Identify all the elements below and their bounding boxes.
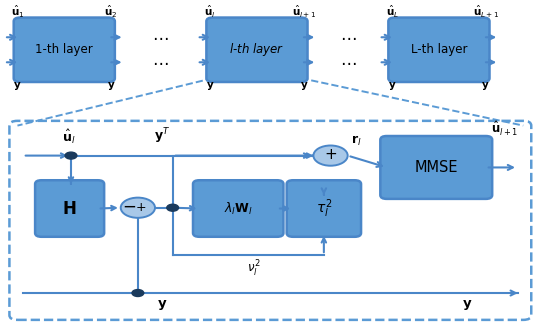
Circle shape	[167, 204, 179, 211]
Text: $\mathbf{y}$: $\mathbf{y}$	[388, 80, 397, 92]
Text: $\hat{\mathbf{u}}_1$: $\hat{\mathbf{u}}_1$	[11, 4, 24, 20]
FancyBboxPatch shape	[193, 180, 284, 237]
Text: $+$: $+$	[136, 201, 147, 214]
Text: $\hat{\mathbf{u}}_{l+1}$: $\hat{\mathbf{u}}_{l+1}$	[491, 120, 519, 138]
Text: $-$: $-$	[122, 197, 137, 215]
Text: $\mathbf{y}$: $\mathbf{y}$	[482, 80, 490, 92]
Text: $\cdots$: $\cdots$	[152, 28, 169, 46]
Text: $\hat{\mathbf{u}}_2$: $\hat{\mathbf{u}}_2$	[104, 4, 118, 20]
Text: $\mathbf{y}^T$: $\mathbf{y}^T$	[154, 126, 170, 146]
Text: $\lambda_l\mathbf{W}_l$: $\lambda_l\mathbf{W}_l$	[224, 200, 253, 216]
Text: $\hat{\mathbf{u}}_L$: $\hat{\mathbf{u}}_L$	[386, 4, 399, 20]
Text: $\cdots$: $\cdots$	[339, 28, 356, 46]
FancyBboxPatch shape	[380, 136, 492, 199]
Text: $\mathbf{y}$: $\mathbf{y}$	[13, 80, 22, 92]
Text: 1-th layer: 1-th layer	[36, 43, 93, 56]
Text: $+$: $+$	[324, 147, 337, 162]
Text: L-th layer: L-th layer	[410, 43, 467, 56]
Text: $\hat{\mathbf{u}}_l$: $\hat{\mathbf{u}}_l$	[204, 4, 216, 20]
Text: $\hat{\mathbf{u}}_{l+1}$: $\hat{\mathbf{u}}_{l+1}$	[292, 4, 316, 20]
Text: $\mathbf{y}$: $\mathbf{y}$	[206, 80, 214, 92]
FancyBboxPatch shape	[207, 18, 308, 82]
Circle shape	[121, 198, 155, 218]
Text: $\mathbf{y}$: $\mathbf{y}$	[157, 298, 167, 312]
Text: $\hat{\mathbf{u}}_l$: $\hat{\mathbf{u}}_l$	[61, 128, 75, 146]
Circle shape	[132, 289, 144, 296]
Text: $\mathbf{y}$: $\mathbf{y}$	[300, 80, 308, 92]
Text: $\mathbf{y}$: $\mathbf{y}$	[462, 298, 472, 312]
Text: MMSE: MMSE	[414, 160, 458, 175]
FancyBboxPatch shape	[13, 18, 115, 82]
Circle shape	[314, 145, 348, 166]
Text: $\mathbf{H}$: $\mathbf{H}$	[62, 200, 77, 217]
Text: $l$-th layer: $l$-th layer	[229, 41, 285, 58]
Text: $\mathbf{r}_l$: $\mathbf{r}_l$	[351, 134, 362, 148]
FancyBboxPatch shape	[388, 18, 490, 82]
Text: $\tau_l^2$: $\tau_l^2$	[316, 197, 332, 220]
Text: $\mathbf{y}$: $\mathbf{y}$	[107, 80, 115, 92]
Text: $\nu_l^2$: $\nu_l^2$	[247, 259, 260, 279]
Text: $\cdots$: $\cdots$	[152, 53, 169, 71]
Text: $\hat{\mathbf{u}}_{L+1}$: $\hat{\mathbf{u}}_{L+1}$	[472, 4, 499, 20]
FancyBboxPatch shape	[35, 180, 104, 237]
Text: $\cdots$: $\cdots$	[339, 53, 356, 71]
Circle shape	[65, 152, 77, 159]
FancyBboxPatch shape	[287, 180, 361, 237]
